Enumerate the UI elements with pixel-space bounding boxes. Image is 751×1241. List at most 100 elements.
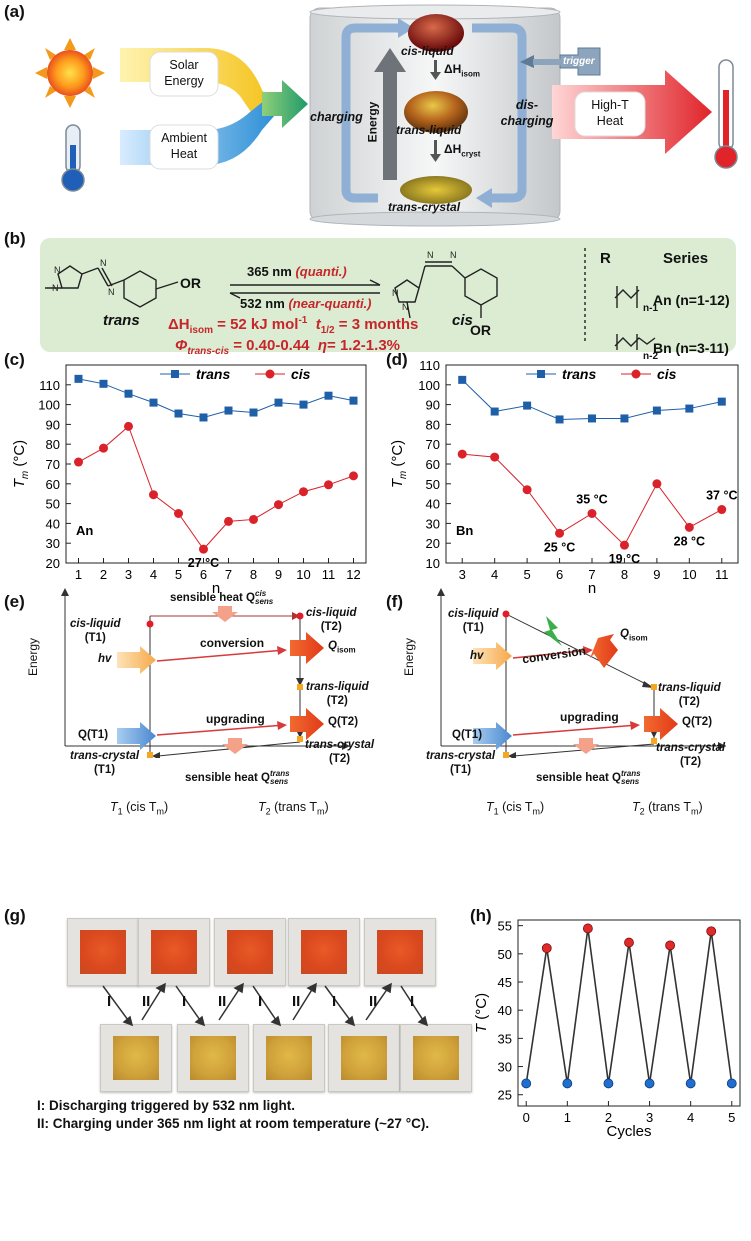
legend-label-trans: trans [196, 366, 230, 382]
qt1-e: Q(T1) [78, 729, 109, 741]
cis-liquid-t1-e: cis-liquid (T1) [70, 618, 121, 644]
x-tick-label: 2 [605, 1110, 612, 1125]
data-point-cold [685, 1078, 696, 1089]
x-tick-label: 10 [296, 567, 310, 582]
chart-d: 10 20 30 40 50 60 70 80 90 100 110 3 4 5 6 7 8 9 10 11 n Tm (… [389, 358, 739, 597]
data-point-cis [74, 457, 83, 467]
data-point-hot [582, 923, 593, 934]
x-tick-label: 1 [75, 567, 82, 582]
x-tick-label: 6 [200, 567, 207, 582]
y-tick-label: 110 [419, 358, 440, 373]
legend-label-cis: cis [657, 366, 677, 382]
data-point-trans [349, 396, 358, 405]
t2-axis-label-f: T2 (trans Tm) [632, 800, 703, 817]
panel-g-arrows [102, 982, 429, 1027]
y-tick-label: 100 [418, 378, 440, 393]
trans-crystal-t2-e: trans-crystal (T2) [305, 739, 375, 765]
plot-frame [65, 364, 367, 564]
trans-liquid-label: trans-liquid [396, 123, 462, 137]
plot-frame [445, 364, 739, 564]
legend-marker-trans [171, 370, 179, 378]
chain-n1-label: n-1 [643, 303, 658, 314]
y-tick-label: 20 [46, 556, 60, 571]
x-tick-label: 3 [646, 1110, 653, 1125]
x-tick-label: 6 [556, 567, 563, 582]
svg-text:N: N [108, 287, 115, 297]
legend-label-trans: trans [562, 366, 596, 382]
qt1-f: Q(T1) [452, 729, 483, 741]
y-axis-label: Tm (°C) [389, 440, 409, 488]
data-point-hot [665, 940, 676, 951]
data-point-cold [562, 1078, 573, 1089]
svg-text:N: N [52, 283, 59, 293]
data-point-cis [174, 509, 183, 518]
panel-e-graphics [61, 588, 350, 758]
data-point-cis [619, 540, 629, 550]
data-point-trans [717, 397, 726, 406]
plot-frame [517, 919, 741, 1107]
step-i-label: I [410, 993, 415, 1010]
trans-label: trans [103, 312, 140, 329]
panel-h-label: (h) [470, 906, 492, 925]
y-tick-label: 100 [38, 398, 60, 413]
x-tick-label: 8 [250, 567, 257, 582]
y-tick-label: 10 [426, 556, 440, 571]
trans-crystal-t1-e: trans-crystal (T1) [70, 750, 140, 776]
panel-f-label: (f) [386, 592, 403, 611]
azobenzene-structures: N N N N N N N N [45, 248, 656, 350]
hot-thermometer-icon [714, 59, 738, 169]
cis-or-label: OR [470, 322, 491, 338]
caption-charging: II: Charging under 365 nm light at room … [37, 1116, 430, 1131]
step-ii-label: II [142, 993, 151, 1010]
series-annotation: An [76, 523, 93, 538]
data-point-trans [458, 375, 467, 384]
y-axis-label: Tm (°C) [11, 440, 31, 488]
legend-label-cis: cis [291, 366, 311, 382]
svg-text:N: N [392, 288, 399, 298]
y-tick-label: 110 [39, 378, 60, 393]
series-line-temperature [525, 928, 733, 1084]
energy-label: Energy [365, 101, 380, 143]
x-tick-label: 9 [275, 567, 282, 582]
panel-c-label: (c) [4, 350, 25, 369]
svg-text:N: N [427, 250, 434, 260]
y-tick-label: 60 [46, 477, 60, 492]
y-tick-label: 90 [426, 398, 440, 413]
hv-e: hv [98, 653, 112, 665]
y-tick-label: 55 [498, 919, 512, 934]
x-tick-label: 7 [225, 567, 232, 582]
data-point-cis [349, 471, 358, 481]
sensible-heat-trans-f: sensible heat Qtrans sens [536, 769, 641, 786]
discharged-film-photo [177, 1024, 249, 1092]
sensible-heat-trans-e: sensible heat Qtrans sens [185, 769, 290, 786]
data-point-trans [99, 379, 108, 388]
x-tick-label: 11 [715, 567, 729, 582]
data-point-cold [726, 1078, 737, 1089]
data-point-cis [224, 516, 233, 526]
charged-film-photo [288, 918, 360, 986]
data-point-cis [124, 421, 133, 431]
legend-marker-cis [631, 369, 641, 379]
trans-crystal-label: trans-crystal [388, 200, 461, 214]
legend-marker-cis [265, 369, 275, 379]
panel-e-label: (e) [4, 592, 25, 611]
x-tick-label: 0 [523, 1110, 530, 1125]
cis-liquid-t1-f: cis-liquid (T1) [448, 608, 499, 634]
trans-crystal-t2-f: trans-crystal (T2) [656, 742, 726, 768]
charged-film-photo [138, 918, 210, 986]
x-axis-label: Cycles [606, 1123, 651, 1140]
data-point-trans [174, 409, 183, 418]
y-tick-label: 25 [498, 1088, 512, 1103]
upgrading-e: upgrading [206, 712, 265, 726]
cis-liquid-t2-e: cis-liquid (T2) [306, 607, 357, 633]
step-ii-label: II [369, 993, 378, 1010]
data-point-hot [541, 943, 552, 954]
data-point-cis [274, 500, 283, 510]
data-point-trans [685, 404, 694, 413]
data-point-cis [324, 480, 333, 490]
data-point-cis [457, 449, 467, 459]
data-point-cold [603, 1078, 614, 1089]
x-tick-label: 7 [588, 567, 595, 582]
nm365-label: 365 nm (quanti.) [247, 264, 347, 279]
data-point-trans [149, 398, 158, 407]
